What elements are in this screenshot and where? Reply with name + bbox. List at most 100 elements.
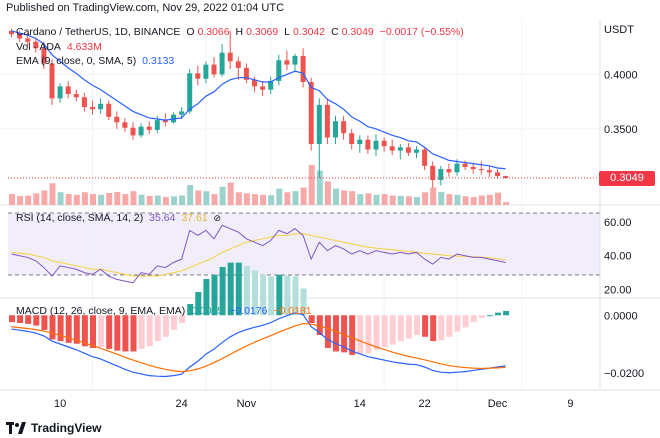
macd-hist-bar	[446, 315, 453, 337]
volume-bar	[81, 192, 88, 205]
candle-body	[276, 60, 282, 81]
macd-hist-bar	[81, 315, 88, 347]
macd-legend: MACD (12, 26, close, 9, EMA, EMA) 0.0005…	[16, 305, 315, 317]
rsi-band	[8, 213, 600, 275]
volume-bar	[57, 192, 64, 205]
candle-body	[106, 103, 112, 117]
macd-hist-bar	[292, 276, 299, 316]
macd-hist-bar	[349, 315, 356, 355]
volume-bar	[414, 197, 420, 205]
rsi-sma-value: 37.61	[181, 212, 208, 224]
rsi-legend: RSI (14, close, SMA, 14, 2) 35.64 37.61 …	[16, 212, 224, 224]
macd-tick-label: 0.0000	[604, 310, 638, 322]
candle-body	[187, 73, 193, 112]
rsi-label: RSI (14, close, SMA, 14, 2)	[16, 212, 144, 224]
candle-body	[98, 103, 104, 110]
candle-body	[324, 104, 330, 138]
macd-hist-bar	[227, 262, 234, 316]
macd-hist-bar	[9, 315, 15, 323]
candle-body	[389, 146, 395, 151]
x-tick-label: 10	[54, 398, 66, 410]
volume-bar	[341, 190, 348, 205]
macd-hist-bar	[486, 315, 493, 317]
volume-bar	[349, 191, 356, 205]
volume-bar	[357, 194, 364, 205]
candle-body	[308, 82, 314, 145]
volume-bar	[462, 196, 469, 205]
volume-bar	[495, 192, 501, 205]
rsi-sma-line	[11, 233, 506, 277]
macd-hist-bar	[219, 266, 226, 316]
macd-hist-bar	[171, 315, 177, 330]
macd-hist-bar	[98, 315, 105, 348]
macd-hist-bar	[73, 315, 80, 344]
rsi-tick-label: 20.00	[604, 285, 632, 297]
candle-body	[17, 34, 23, 39]
rsi-line	[11, 224, 506, 284]
macd-line	[11, 312, 506, 378]
candle-body	[146, 126, 152, 130]
volume-bar	[276, 188, 283, 205]
volume-bar	[17, 195, 24, 205]
eye-off-icon[interactable]: ⊘	[213, 213, 222, 223]
candle-body	[154, 120, 160, 130]
volume-bar	[373, 194, 380, 205]
macd-hist-bar	[203, 279, 210, 316]
low-label: L	[284, 26, 291, 38]
macd-hist-bar	[122, 315, 129, 352]
candle-body	[373, 140, 379, 150]
candle-body	[41, 48, 47, 64]
macd-hist-bar	[430, 315, 437, 342]
volume-bar	[470, 197, 477, 205]
macd-value: −0.0176	[229, 305, 268, 317]
candle-body	[503, 176, 509, 178]
volume-bar	[260, 194, 267, 205]
macd-hist-bar	[17, 315, 24, 324]
volume-legend: Vol · ADA 4.633M	[16, 41, 105, 53]
price-tick-label: 0.3500	[604, 124, 638, 136]
symbol-title: Cardano / TetherUS, 1D, BINANCE	[16, 26, 181, 38]
macd-hist-bar	[268, 276, 275, 316]
signal-line	[11, 322, 506, 373]
candle-body	[430, 165, 436, 180]
high-value: 0.3069	[246, 26, 279, 38]
volume-bar	[284, 192, 291, 205]
macd-hist-bar	[308, 315, 315, 324]
volume-bar	[179, 195, 186, 205]
macd-hist-bar	[414, 315, 420, 336]
macd-hist-bar	[57, 315, 64, 342]
signal-value: −0.0181	[273, 305, 312, 317]
candle-body	[49, 63, 55, 99]
macd-hist-bar	[503, 310, 510, 316]
ema-label: EMA (9, close, 0, SMA, 5)	[16, 55, 137, 67]
candle-body	[9, 30, 14, 35]
candle-body	[203, 64, 209, 79]
macd-hist-bar	[373, 315, 380, 350]
candle-body	[486, 170, 492, 173]
candle-body	[405, 147, 411, 153]
volume-label: Vol · ADA	[16, 41, 61, 53]
rsi-value: 35.64	[149, 212, 176, 224]
macd-hist-bar	[154, 315, 161, 342]
macd-hist-bar	[114, 315, 121, 351]
candle-body	[57, 86, 63, 99]
volume-bar	[171, 196, 177, 205]
candle-body	[260, 86, 266, 90]
rsi-tick-label: 60.00	[604, 217, 632, 229]
volume-bar	[73, 194, 80, 205]
ema-line	[11, 30, 506, 170]
candle-body	[422, 149, 428, 166]
candle-body	[333, 121, 338, 138]
candle-body	[454, 163, 460, 173]
candle-body	[179, 111, 185, 115]
symbol-legend: Cardano / TetherUS, 1D, BINANCE O 0.3066 …	[16, 26, 467, 38]
macd-hist-bar	[65, 315, 72, 343]
macd-hist-bar	[276, 274, 283, 316]
volume-bar	[381, 194, 388, 205]
volume-bar	[162, 197, 169, 205]
footer: TradingView	[6, 420, 101, 436]
macd-hist-bar	[179, 315, 186, 324]
candle-body	[162, 120, 168, 123]
macd-hist-bar	[138, 315, 145, 349]
